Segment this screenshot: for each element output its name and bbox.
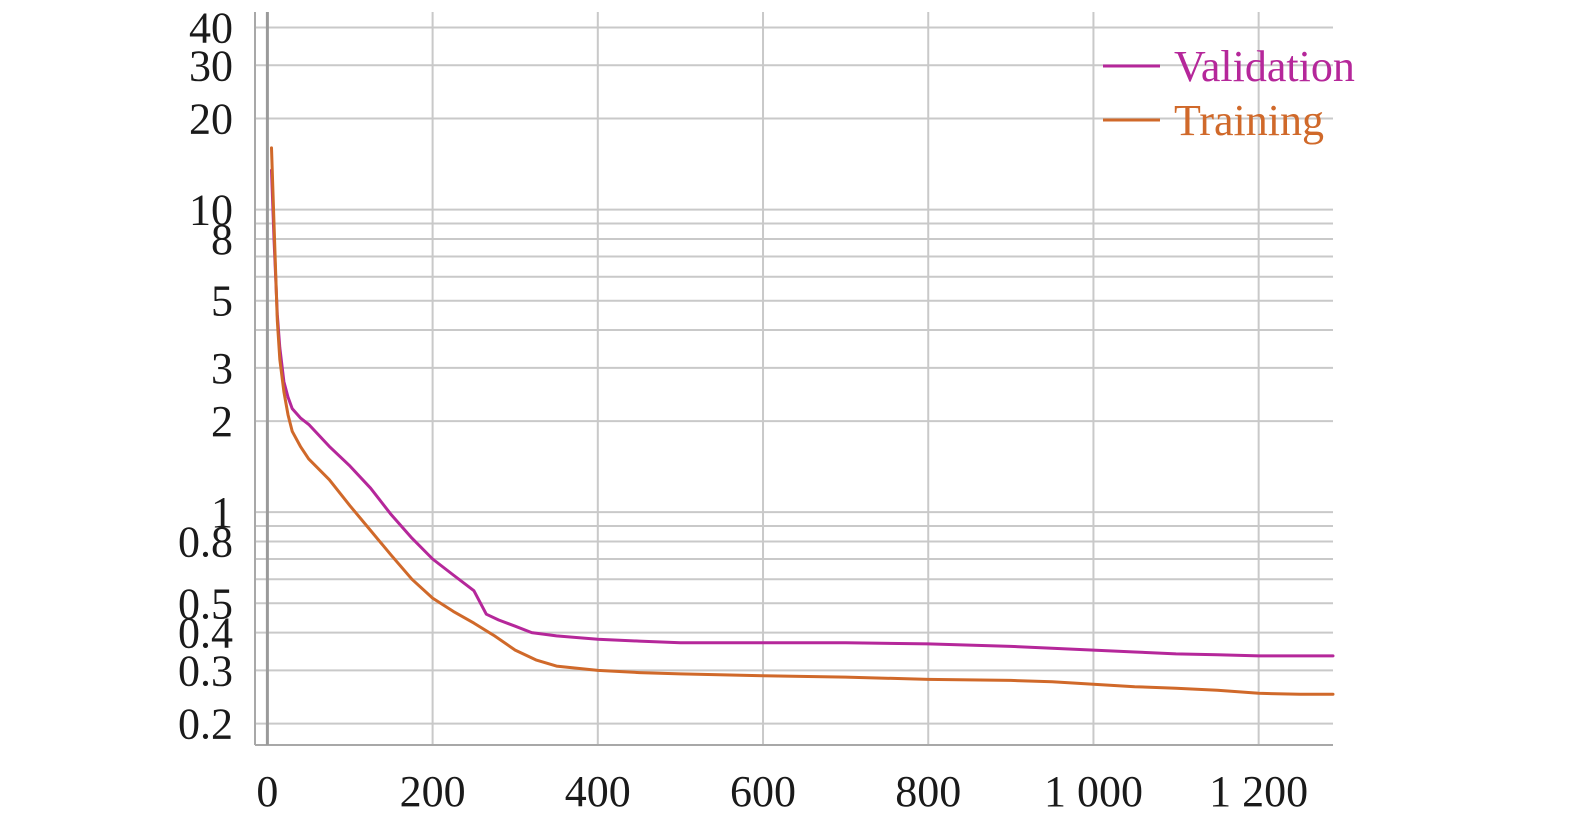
x-tick-label: 1 000 [1044, 767, 1143, 816]
axes [254, 12, 1333, 746]
legend: Validation Training [1103, 42, 1355, 145]
x-tick-label: 400 [565, 767, 631, 816]
tick-labels: 0 200 400 600 800 1 000 1 200 0.2 0.30.40.5 0.81 2… [178, 3, 1308, 816]
x-tick-label: 200 [400, 767, 466, 816]
x-tick-label: 800 [895, 767, 961, 816]
y-tick-label: 20 [189, 95, 233, 144]
series-lines [270, 146, 1335, 696]
y-tick-label: 8 [211, 215, 233, 264]
y-tick-label: 0.4 [178, 609, 233, 658]
y-tick-label: 3 [211, 344, 233, 393]
validation-series-line [270, 168, 1335, 658]
x-tick-label: 1 200 [1209, 767, 1308, 816]
training-legend-label: Training [1174, 96, 1324, 145]
y-tick-label: 30 [189, 41, 233, 90]
x-tick-label: 600 [730, 767, 796, 816]
validation-legend-label: Validation [1174, 42, 1355, 91]
y-tick-label: 2 [211, 397, 233, 446]
y-tick-label: 1 [211, 488, 233, 537]
y-tick-label: 0.8 [178, 517, 233, 566]
y-tick-label: 0.5 [178, 579, 233, 628]
grid [255, 12, 1333, 745]
y-tick-label: 0.3 [178, 646, 233, 695]
x-tick-label: 0 [256, 767, 278, 816]
y-tick-label: 0.2 [178, 700, 233, 749]
y-tick-label: 40 [189, 3, 233, 52]
y-tick-label: 5 [211, 277, 233, 326]
y-tick-label: 10 [189, 186, 233, 235]
training-series-line [270, 146, 1335, 696]
